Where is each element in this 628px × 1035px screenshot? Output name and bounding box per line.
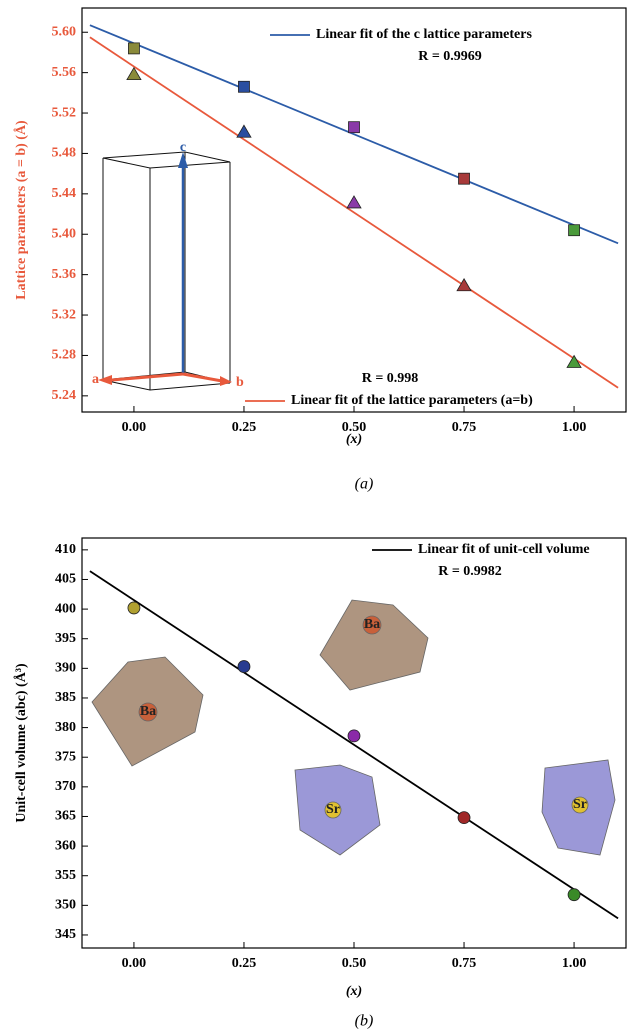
y-tick-label: 5.44 [52,186,77,201]
y-tick-label: 360 [55,838,76,853]
y-tick-label: 5.32 [52,307,77,322]
y-axis-label: Lattice parameters (a = b) (Å) [13,120,29,300]
y-tick-label: 355 [55,868,76,883]
x-tick-label: 1.00 [562,420,587,435]
marker [458,812,470,824]
inset-label: Ba [140,704,156,719]
marker [238,81,249,92]
y-tick-label: 395 [55,631,76,646]
marker [568,889,580,901]
y-tick-label: 5.24 [52,388,77,403]
marker [569,225,580,236]
y-tick-label: 5.56 [52,65,77,80]
y-tick-label: 5.36 [52,267,77,282]
annotation: R = 0.9969 [418,49,482,64]
fit-line [90,25,618,243]
y-tick-label: 350 [55,898,76,913]
x-tick-label: 0.25 [232,420,257,435]
x-tick-label: 0.75 [452,420,477,435]
inset-label: b [236,375,244,390]
figure: 5.24 5.28 5.32 5.36 5.40 5.44 5.48 5.52 5.56 5.60… [0,0,628,1035]
unit-cell-inset [98,152,232,390]
legend-label: Linear fit of the lattice parameters (a=… [291,393,533,408]
inset-label: Sr [326,802,340,817]
marker [128,602,140,614]
y-tick-label: 365 [55,809,76,824]
inset-label: Ba [364,617,380,632]
plot-frame [82,8,626,412]
y-tick-label: 410 [55,542,76,557]
y-axis-label: Unit-cell volume (abc) (Å³) [13,663,29,823]
x-axis-label: (x) [346,984,362,999]
y-tick-label: 380 [55,720,76,735]
caption: (b) [355,1013,374,1030]
polyhedra-insets [92,600,615,855]
marker [347,196,361,208]
x-tick-label: 0.50 [342,956,367,971]
annotation: R = 0.9982 [438,564,502,579]
y-tick-label: 5.48 [52,146,77,161]
marker [459,173,470,184]
y-tick-label: 375 [55,749,76,764]
fit-line [90,37,618,387]
annotation: R = 0.998 [362,371,419,386]
legend-label: Linear fit of unit-cell volume [418,542,590,557]
y-tick-label: 5.28 [52,348,77,363]
marker [238,661,250,673]
inset-label: c [180,140,186,155]
y-tick-label: 5.40 [52,226,77,241]
x-tick-label: 0.00 [122,956,147,971]
y-tick-label: 405 [55,572,76,587]
y-tick-label: 400 [55,601,76,616]
y-tick-label: 5.60 [52,24,77,39]
inset-label: a [92,372,99,387]
x-axis-label: (x) [346,432,362,447]
x-tick-label: 0.00 [122,420,147,435]
legend-label: Linear fit of the c lattice parameters [316,27,532,42]
marker [237,125,251,137]
y-tick-label: 370 [55,779,76,794]
caption: (a) [355,476,374,493]
y-tick-label: 5.52 [52,105,77,120]
marker [457,279,471,291]
x-tick-label: 1.00 [562,956,587,971]
inset-label: Sr [573,797,587,812]
x-tick-label: 0.25 [232,956,257,971]
marker [128,43,139,54]
marker [348,730,360,742]
y-tick-label: 345 [55,927,76,942]
y-tick-label: 385 [55,690,76,705]
x-tick-label: 0.75 [452,956,477,971]
y-tick-label: 390 [55,661,76,676]
marker [349,122,360,133]
